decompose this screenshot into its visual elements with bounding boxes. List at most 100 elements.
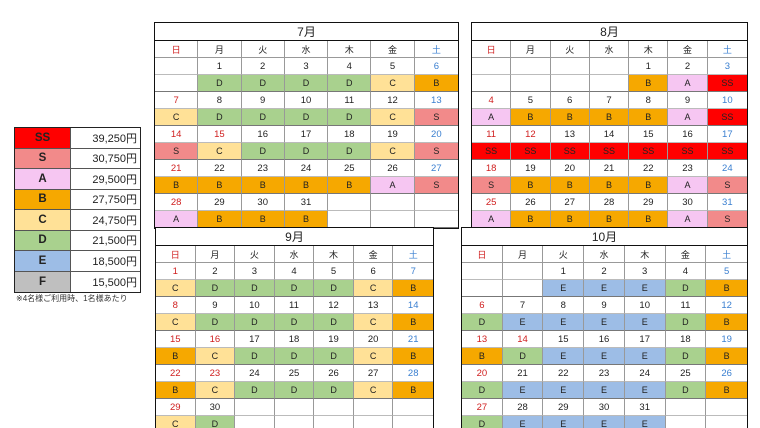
calendar-date: 4 <box>472 92 512 109</box>
rate-cell: D <box>274 280 315 297</box>
calendar-date: 29 <box>156 399 196 416</box>
calendar-date: 4 <box>328 58 372 75</box>
calendar-date <box>550 58 590 75</box>
calendar-date: 30 <box>241 194 285 211</box>
rate-cell: C <box>198 143 242 160</box>
calendar-date: 27 <box>414 160 458 177</box>
rate-cell: SS <box>472 143 512 160</box>
rate-cell: D <box>284 143 329 160</box>
calendar-date: 24 <box>707 160 747 177</box>
calendar-date: 15 <box>156 331 196 348</box>
calendar-date: 3 <box>284 58 329 75</box>
rate-cell: C <box>156 416 196 428</box>
rate-cell: E <box>543 416 585 428</box>
rate-cell: B <box>393 382 433 399</box>
rate-cell: E <box>543 382 585 399</box>
rate-cell: S <box>414 109 458 126</box>
legend-price: 24,750円 <box>71 210 140 230</box>
rate-cell <box>414 211 458 228</box>
calendar-date: 11 <box>472 126 512 143</box>
calendar-date: 22 <box>198 160 242 177</box>
calendar-date: 10 <box>624 297 666 314</box>
calendar-date <box>155 58 199 75</box>
rate-cell: E <box>543 280 585 297</box>
calendar-date: 12 <box>706 297 747 314</box>
weekday-header: 日 <box>156 246 196 263</box>
calendar-date: 15 <box>629 126 669 143</box>
rate-cell: E <box>624 416 666 428</box>
calendar-date: 18 <box>328 126 372 143</box>
calendar-date: 28 <box>589 194 630 211</box>
calendar-date: 22 <box>156 365 196 382</box>
calendar-grid: 日月火水木金土 1 2 3 4 5 6 D D D D C B 7 8 9 10 11 12 13 C D D D D C S 14 1… <box>155 41 458 228</box>
calendar-october: 10月日月火水木金土 1 2 3 4 5 E E E D B 6 7 8 9 10 11 12 D E E E E D B 13 1… <box>461 227 748 428</box>
calendar-date: 25 <box>472 194 512 211</box>
calendar-date: 13 <box>462 331 503 348</box>
weekday-header: 月 <box>195 246 236 263</box>
weekday-header: 水 <box>584 246 625 263</box>
rate-cell <box>354 416 394 428</box>
rate-cell: C <box>353 348 394 365</box>
rate-cell: SS <box>589 143 630 160</box>
calendar-date: 10 <box>235 297 275 314</box>
calendar-date: 5 <box>511 92 551 109</box>
calendar-date: 27 <box>550 194 590 211</box>
calendar-date: 12 <box>371 92 415 109</box>
weekday-header: 土 <box>706 246 747 263</box>
rate-cell: D <box>241 143 285 160</box>
calendar-date: 19 <box>371 126 415 143</box>
calendar-date: 7 <box>393 263 433 280</box>
calendar-date: 17 <box>235 331 275 348</box>
legend-note: ※4名様ご利用時、1名様あたり <box>16 294 128 303</box>
calendar-date <box>706 399 747 416</box>
legend-row: C 24,750円 <box>15 210 140 231</box>
rate-cell: B <box>198 211 242 228</box>
weekday-header: 月 <box>502 246 544 263</box>
calendar-title: 7月 <box>155 23 458 41</box>
rate-cell: SS <box>668 143 708 160</box>
weekday-header: 日 <box>462 246 503 263</box>
calendar-date: 6 <box>462 297 503 314</box>
calendar-date: 23 <box>584 365 625 382</box>
calendar-date: 30 <box>584 399 625 416</box>
calendar-date: 23 <box>195 365 236 382</box>
calendar-date: 11 <box>328 92 372 109</box>
legend-price: 39,250円 <box>71 128 140 148</box>
calendar-grid: 日月火水木金土 1 2 3 B A SS 4 5 6 7 8 9 10 A B B B B A SS 11 12 13 14 15… <box>472 41 747 228</box>
rate-cell <box>235 416 275 428</box>
weekday-header: 木 <box>328 41 372 58</box>
rate-cell: S <box>155 143 199 160</box>
weekday-header: 木 <box>314 246 354 263</box>
rate-cell <box>275 416 315 428</box>
rate-cell: E <box>584 382 625 399</box>
calendar-date: 21 <box>502 365 544 382</box>
rate-cell: E <box>624 348 666 365</box>
legend-code: B <box>15 189 71 209</box>
rate-cell: D <box>195 280 236 297</box>
rate-cell: D <box>502 348 544 365</box>
calendar-date: 20 <box>550 160 590 177</box>
calendar-date: 30 <box>668 194 708 211</box>
rate-cell: A <box>668 75 708 92</box>
calendar-date: 29 <box>543 399 585 416</box>
rate-cell: E <box>584 280 625 297</box>
rate-cell: C <box>156 314 196 331</box>
rate-cell: B <box>414 75 458 92</box>
calendar-date <box>665 399 707 416</box>
calendar-july: 7月日月火水木金土 1 2 3 4 5 6 D D D D C B 7 8 9 10 11 12 13 C D D D D C S 1… <box>154 22 459 229</box>
calendar-date: 8 <box>156 297 196 314</box>
rate-cell: SS <box>629 143 669 160</box>
weekday-header: 金 <box>371 41 415 58</box>
rate-cell: S <box>472 177 512 194</box>
rate-cell: B <box>589 211 630 228</box>
rate-cell: B <box>393 280 433 297</box>
calendar-date <box>502 263 544 280</box>
rate-cell: B <box>589 177 630 194</box>
calendar-date: 1 <box>198 58 242 75</box>
legend-row: SS 39,250円 <box>15 128 140 149</box>
rate-cell: B <box>241 177 285 194</box>
calendar-date: 31 <box>624 399 666 416</box>
rate-cell <box>502 280 544 297</box>
rate-cell: A <box>668 177 708 194</box>
weekday-header: 水 <box>284 41 329 58</box>
